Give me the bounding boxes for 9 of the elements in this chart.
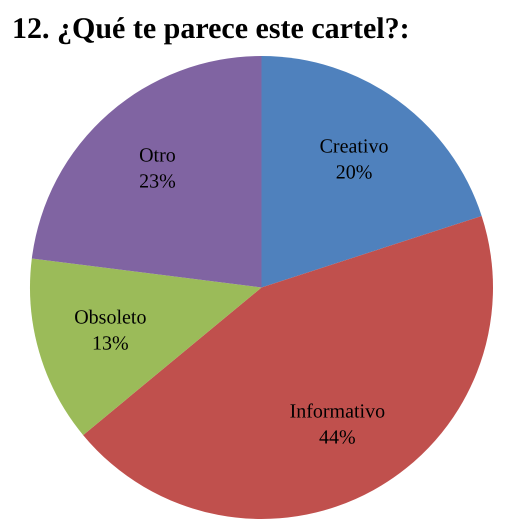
data-label: 20% (336, 161, 372, 184)
slice-label: Obsoleto (74, 306, 146, 329)
slice-label: Informativo (290, 400, 386, 423)
chart-title: 12. ¿Qué te parece este cartel?: (12, 12, 410, 45)
slice-label: Creativo (320, 135, 388, 158)
slice-label: Otro (139, 144, 176, 167)
data-label: 44% (319, 426, 356, 449)
data-label: 23% (139, 170, 176, 193)
data-label: 13% (92, 332, 129, 355)
